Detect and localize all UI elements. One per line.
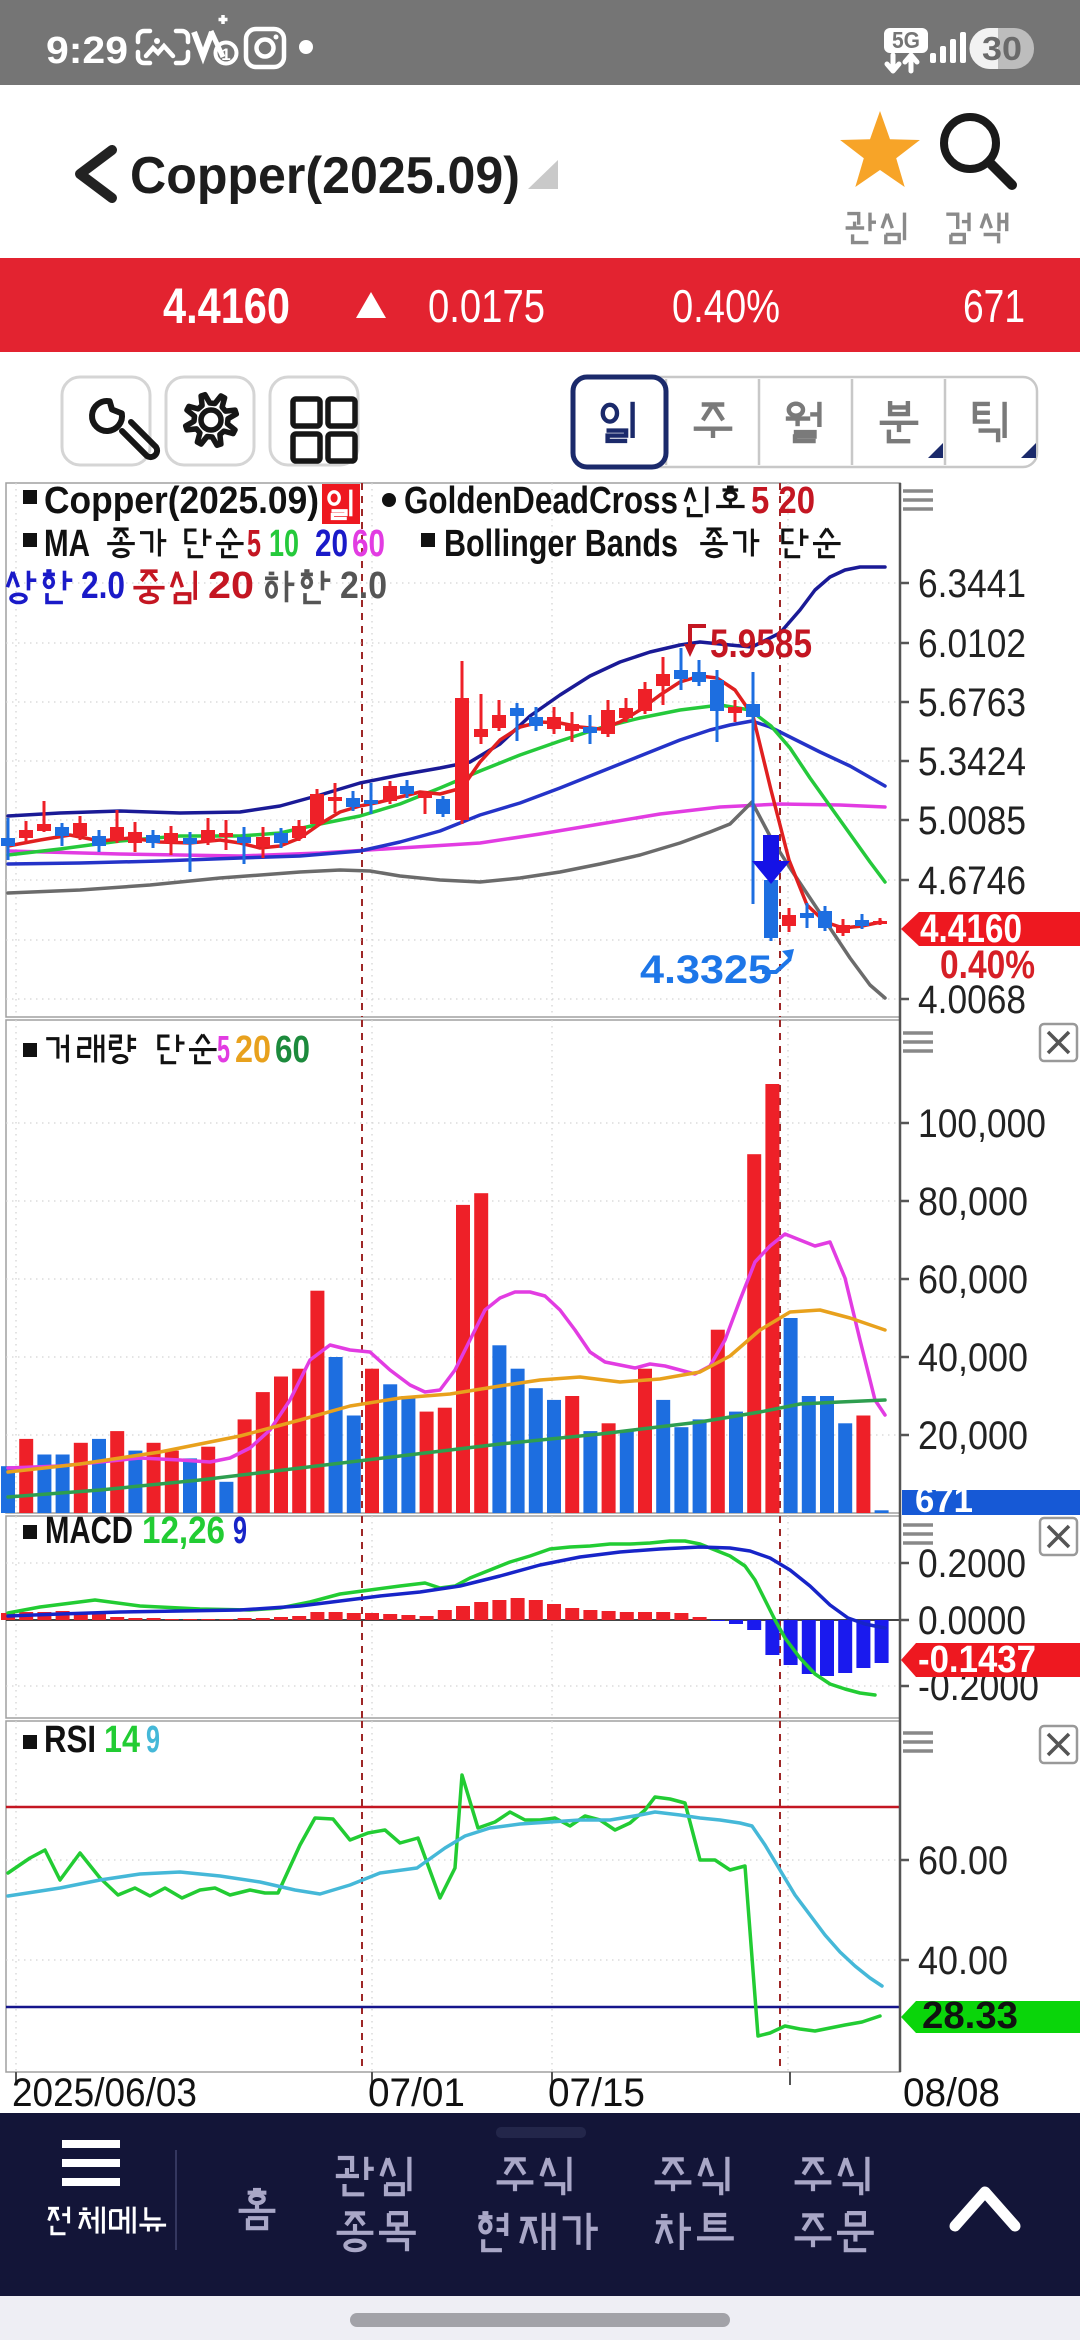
svg-text:9: 9 [233,1510,247,1552]
svg-text:4.4160: 4.4160 [920,907,1022,951]
svg-text:0.40%: 0.40% [672,280,780,332]
svg-text:07/01: 07/01 [368,2071,465,2115]
svg-text:60: 60 [275,1029,310,1071]
svg-text:20: 20 [315,523,348,565]
svg-text:5.0085: 5.0085 [918,799,1026,843]
svg-text:MA: MA [44,523,90,565]
svg-text:GoldenDeadCross: GoldenDeadCross [404,480,678,522]
svg-text:2.0: 2.0 [340,565,387,607]
svg-text:20,000: 20,000 [918,1414,1028,1458]
svg-text:0.0175: 0.0175 [428,280,545,332]
svg-text:-0.1437: -0.1437 [918,1639,1036,1681]
svg-text:Copper(2025.09): Copper(2025.09) [130,147,520,205]
svg-text:40,000: 40,000 [918,1336,1028,1380]
svg-text:671: 671 [963,280,1025,332]
svg-text:80,000: 80,000 [918,1180,1028,1224]
svg-text:9: 9 [146,1719,160,1761]
svg-text:5.6763: 5.6763 [918,681,1026,725]
svg-text:30: 30 [982,30,1022,67]
svg-text:5.3424: 5.3424 [918,740,1026,784]
svg-text:Bollinger Bands: Bollinger Bands [444,523,678,565]
svg-text:1: 1 [221,45,230,64]
svg-text:60,000: 60,000 [918,1258,1028,1302]
svg-text:5 20: 5 20 [751,480,815,522]
svg-text:4.4160: 4.4160 [163,278,290,334]
svg-text:4.0068: 4.0068 [918,978,1026,1022]
svg-text:5: 5 [247,523,261,565]
svg-text:20: 20 [235,1029,271,1071]
svg-text:Copper(2025.09): Copper(2025.09) [44,480,319,522]
svg-text:100,000: 100,000 [918,1102,1046,1146]
svg-text:60.00: 60.00 [918,1839,1008,1883]
svg-text:9:29: 9:29 [46,30,128,72]
svg-text:2.0: 2.0 [81,565,125,607]
svg-text:5G: 5G [892,27,920,53]
svg-text:6.0102: 6.0102 [918,622,1026,666]
svg-text:0.0000: 0.0000 [918,1599,1026,1643]
svg-text:MACD: MACD [45,1510,133,1552]
svg-text:40.00: 40.00 [918,1939,1008,1983]
svg-text:10: 10 [269,523,299,565]
svg-text:12,26: 12,26 [142,1510,225,1552]
svg-text:08/08: 08/08 [903,2071,1000,2115]
svg-text:RSI: RSI [44,1719,96,1761]
svg-text:0.40%: 0.40% [940,943,1035,987]
svg-text:6.3441: 6.3441 [918,562,1026,606]
svg-text:20: 20 [208,565,254,607]
svg-text:5: 5 [217,1029,230,1071]
svg-text:14: 14 [104,1719,140,1761]
svg-text:0.2000: 0.2000 [918,1542,1026,1586]
svg-text:2025/06/03: 2025/06/03 [12,2071,197,2115]
svg-text:4.3325: 4.3325 [640,948,772,992]
svg-text:07/15: 07/15 [548,2071,645,2115]
svg-text:60: 60 [352,523,385,565]
svg-text:4.6746: 4.6746 [918,859,1026,903]
svg-text:671: 671 [915,1479,973,1520]
svg-text:28.33: 28.33 [922,1995,1018,2037]
svg-text:5.9585: 5.9585 [710,622,812,666]
